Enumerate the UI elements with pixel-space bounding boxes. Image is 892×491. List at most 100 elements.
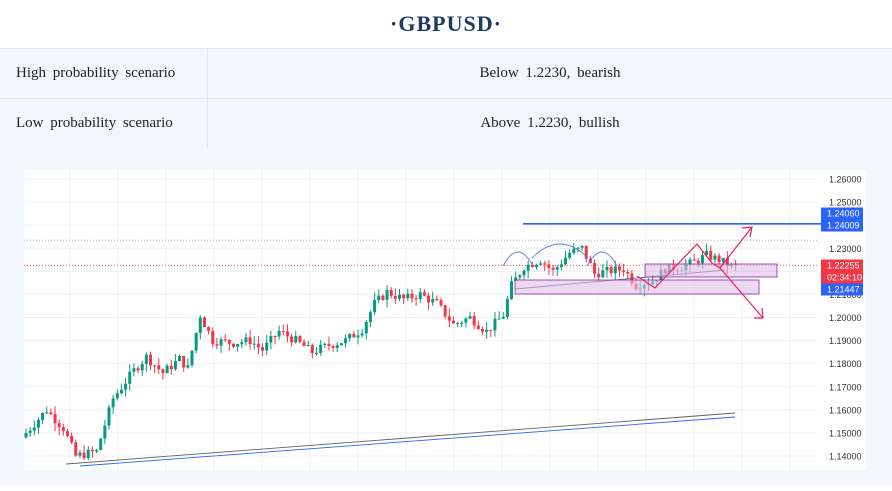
candle-body	[613, 266, 617, 274]
price-chart[interactable]: 1.260001.250001.240001.230001.220001.210…	[0, 148, 892, 486]
y-tick-label: 1.15000	[829, 428, 862, 438]
y-tick-label: 1.25000	[829, 198, 862, 208]
candle-body	[99, 438, 103, 450]
y-tick-label: 1.17000	[829, 382, 862, 392]
candle-body	[717, 255, 721, 263]
candle-body	[82, 452, 86, 459]
candle-body	[356, 335, 360, 338]
candle-body	[107, 407, 111, 426]
candle-body	[526, 264, 530, 271]
scenario-value: Below 1.2230, bearish	[479, 65, 621, 81]
candle-body	[285, 331, 289, 337]
candle-body	[605, 267, 609, 271]
candle-body	[306, 344, 310, 347]
candle-body	[364, 322, 368, 334]
candle-body	[78, 452, 82, 456]
candle-body	[393, 295, 397, 299]
price-label: 1.22255	[827, 261, 860, 271]
candle-body	[315, 352, 318, 354]
candle-body	[696, 260, 700, 264]
y-tick-label: 1.26000	[829, 175, 862, 185]
price-label: 02:34:10	[827, 273, 862, 283]
candle-body	[327, 343, 331, 346]
y-tick-label: 1.20000	[829, 313, 862, 323]
candle-body	[422, 292, 426, 296]
scenario-label: High probability scenario	[0, 49, 208, 98]
candle-body	[198, 317, 202, 333]
candle-body	[493, 318, 497, 331]
candle-body	[377, 295, 381, 301]
candle-body	[240, 342, 244, 345]
candle-body	[489, 329, 493, 331]
candle-body	[709, 250, 713, 260]
candle-body	[447, 316, 451, 321]
bullish-arrow-head	[741, 226, 753, 238]
trendline-black	[65, 412, 736, 465]
candle-body	[593, 263, 597, 274]
candle-body	[431, 298, 435, 303]
candle-body	[310, 344, 314, 354]
candle-body	[472, 316, 476, 326]
y-tick-label: 1.18000	[829, 359, 862, 369]
candle-body	[49, 412, 53, 414]
candle-body	[28, 430, 32, 434]
candle-body	[227, 339, 231, 344]
price-label-box	[821, 283, 863, 296]
candle-body	[223, 339, 227, 341]
price-label: 1.24060	[827, 209, 860, 219]
candle-body	[323, 343, 327, 345]
candle-body	[261, 347, 265, 351]
candle-body	[144, 354, 148, 364]
candle-body	[232, 343, 235, 347]
candle-body	[505, 298, 509, 317]
chart-panel: 1.260001.250001.240001.230001.220001.210…	[0, 148, 892, 486]
pattern-arc	[502, 251, 534, 267]
scenario-row-low: Low probability scenario Above 1.2230, b…	[0, 98, 892, 149]
candle-body	[157, 365, 161, 370]
candle-body	[564, 257, 567, 265]
candle-body	[518, 275, 522, 278]
candle-body	[389, 290, 393, 296]
candle-body	[476, 325, 480, 330]
candle-body	[398, 294, 401, 299]
candle-body	[559, 264, 563, 268]
candle-body	[140, 363, 144, 371]
candle-body	[713, 255, 717, 260]
candle-body	[468, 316, 472, 319]
candle-body	[352, 334, 356, 338]
candle-body	[368, 312, 372, 323]
candle-body	[182, 355, 186, 368]
candle-body	[617, 266, 621, 271]
candle-body	[439, 300, 443, 306]
candle-body	[61, 427, 65, 432]
bearish-arrow-head	[754, 307, 764, 319]
candle-body	[456, 323, 460, 325]
candle-body	[169, 365, 173, 370]
candle-body	[294, 336, 298, 343]
price-label-box	[821, 271, 863, 284]
candle-body	[132, 368, 136, 372]
y-tick-label: 1.14000	[829, 452, 862, 462]
candle-body	[360, 333, 364, 336]
candle-body	[427, 295, 431, 303]
candle-body	[688, 259, 692, 265]
candle-body	[74, 442, 78, 456]
candle-body	[111, 398, 115, 408]
candle-body	[273, 336, 277, 338]
candle-body	[66, 431, 69, 436]
candle-body	[344, 338, 348, 344]
resistance-zone	[644, 263, 778, 278]
candle-body	[70, 435, 74, 443]
candle-body	[522, 270, 526, 276]
pattern-arc	[531, 243, 589, 259]
candle-body	[173, 361, 177, 370]
price-label: 1.21447	[827, 285, 860, 295]
candle-body	[551, 267, 555, 270]
pattern-arc	[586, 251, 618, 267]
candle-body	[277, 330, 281, 337]
scenario-value: Above 1.2230, bullish	[480, 115, 620, 131]
candle-body	[555, 267, 559, 270]
candle-body	[572, 248, 576, 253]
candle-body	[265, 342, 269, 351]
candle-body	[609, 267, 613, 274]
